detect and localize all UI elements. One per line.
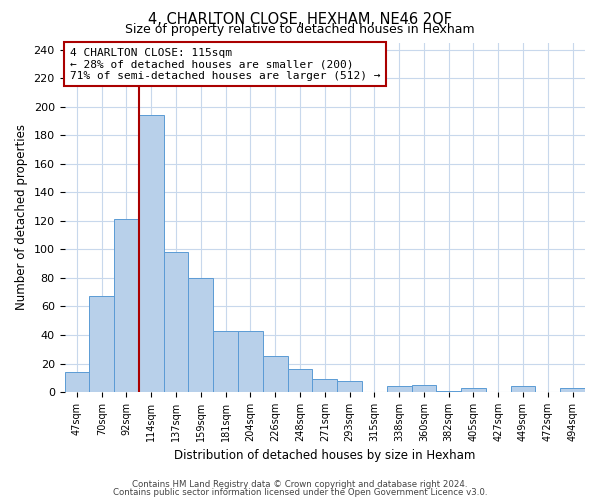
Text: Contains public sector information licensed under the Open Government Licence v3: Contains public sector information licen… [113, 488, 487, 497]
Bar [114, 220, 139, 392]
Bar [188, 278, 213, 392]
Bar [313, 379, 337, 392]
Bar [164, 252, 188, 392]
Bar [287, 369, 313, 392]
Bar [461, 388, 486, 392]
Bar [139, 116, 164, 392]
Bar [387, 386, 412, 392]
Bar [89, 296, 114, 392]
Bar [436, 390, 461, 392]
Y-axis label: Number of detached properties: Number of detached properties [15, 124, 28, 310]
Text: Size of property relative to detached houses in Hexham: Size of property relative to detached ho… [125, 22, 475, 36]
Bar [263, 356, 287, 392]
Text: 4, CHARLTON CLOSE, HEXHAM, NE46 2QF: 4, CHARLTON CLOSE, HEXHAM, NE46 2QF [148, 12, 452, 28]
Text: Contains HM Land Registry data © Crown copyright and database right 2024.: Contains HM Land Registry data © Crown c… [132, 480, 468, 489]
Bar [65, 372, 89, 392]
Bar [337, 380, 362, 392]
Text: 4 CHARLTON CLOSE: 115sqm
← 28% of detached houses are smaller (200)
71% of semi-: 4 CHARLTON CLOSE: 115sqm ← 28% of detach… [70, 48, 380, 81]
Bar [213, 330, 238, 392]
Bar [238, 330, 263, 392]
X-axis label: Distribution of detached houses by size in Hexham: Distribution of detached houses by size … [174, 450, 475, 462]
Bar [511, 386, 535, 392]
Bar [560, 388, 585, 392]
Bar [412, 385, 436, 392]
